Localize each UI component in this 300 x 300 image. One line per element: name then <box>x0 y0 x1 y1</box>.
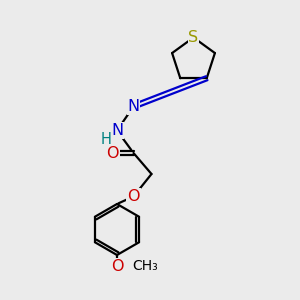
Text: O: O <box>111 259 123 274</box>
Text: S: S <box>188 30 199 45</box>
Text: N: N <box>128 99 140 114</box>
Text: O: O <box>127 189 140 204</box>
Text: O: O <box>106 146 119 160</box>
Text: N: N <box>111 123 123 138</box>
Text: CH₃: CH₃ <box>132 259 158 273</box>
Text: H: H <box>101 132 112 147</box>
